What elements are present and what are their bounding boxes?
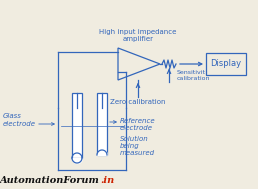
Text: Display: Display	[211, 60, 241, 68]
Text: Glass
electrode: Glass electrode	[3, 114, 36, 126]
Text: Reference
electrode: Reference electrode	[120, 118, 156, 131]
Bar	[206, 53, 246, 75]
Bar	[97, 93, 107, 155]
Text: .in: .in	[100, 176, 114, 185]
Bar	[72, 93, 82, 158]
Text: Zero calibration: Zero calibration	[110, 99, 166, 105]
Text: Solution
being
measured: Solution being measured	[120, 136, 155, 156]
Text: High input impedance
amplifier: High input impedance amplifier	[99, 29, 177, 42]
Text: AutomationForum: AutomationForum	[0, 176, 100, 185]
Text: Sensitivit
calibration: Sensitivit calibration	[177, 70, 211, 81]
